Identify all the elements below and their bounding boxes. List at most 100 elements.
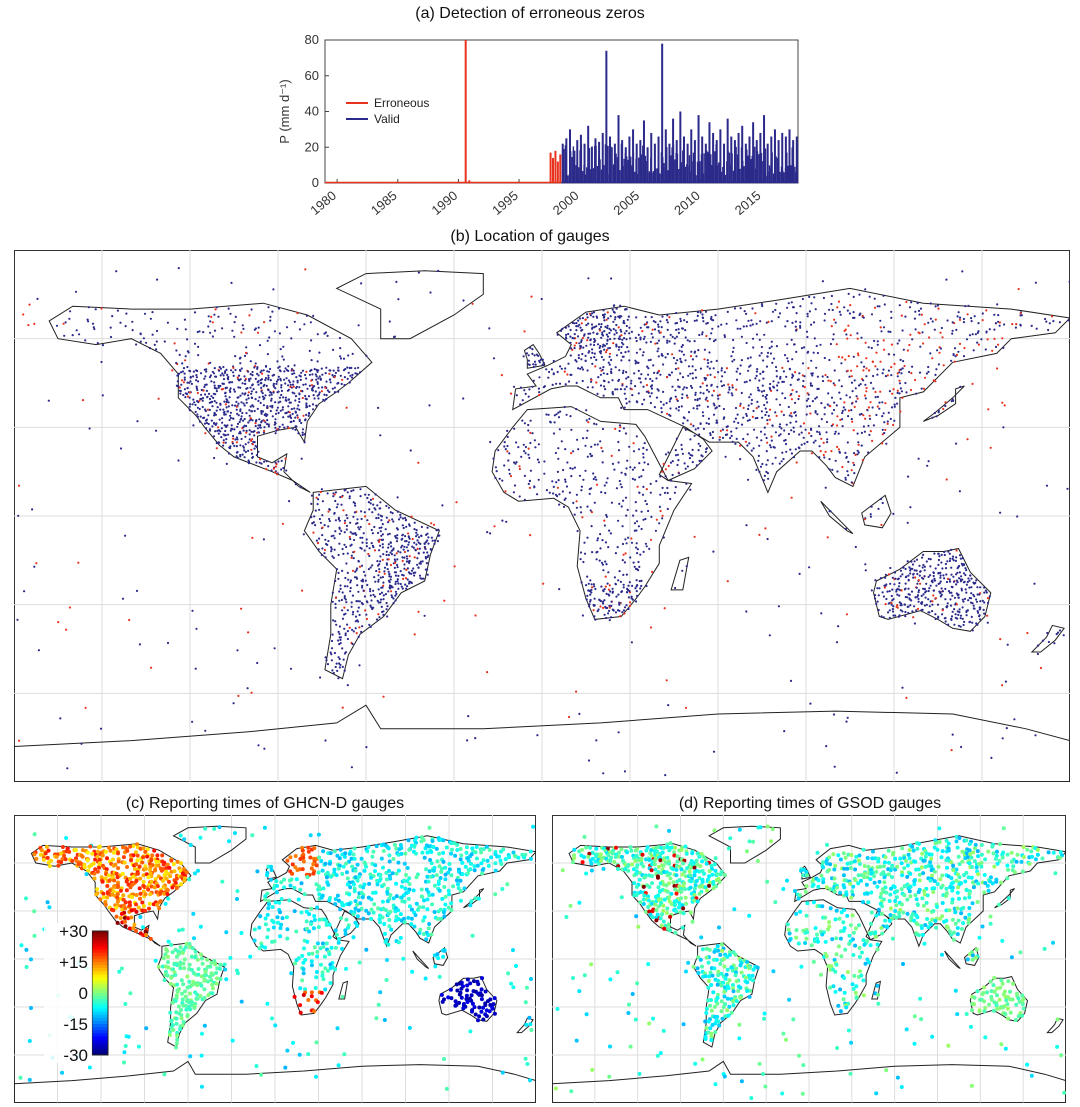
- gauge-dot: [693, 535, 696, 538]
- gauge-dot: [189, 391, 192, 394]
- gauge-dot: [382, 553, 385, 556]
- gauge-dot: [369, 625, 372, 628]
- gauge-dot: [770, 435, 773, 438]
- gauge-dot: [898, 379, 901, 382]
- gauge-dot: [591, 386, 594, 389]
- gauge-dot: [240, 415, 243, 418]
- gauge-dot: [301, 396, 304, 400]
- gauge-dot: [587, 336, 590, 339]
- gauge-dot: [965, 583, 969, 586]
- ghcn-dot: [349, 856, 354, 861]
- gauge-dot: [681, 344, 684, 347]
- gauge-dot: [671, 385, 674, 388]
- gauge-dot: [957, 624, 961, 627]
- gauge-dot: [348, 535, 351, 539]
- gauge-dot: [645, 545, 648, 548]
- gauge-dot: [189, 380, 192, 383]
- gauge-dot: [617, 461, 620, 464]
- gauge-dot: [959, 617, 962, 620]
- gauge-dot: [619, 328, 622, 331]
- gauge-dot: [405, 546, 408, 549]
- gauge-dot: [613, 318, 617, 321]
- gauge-dot: [740, 359, 744, 362]
- gauge-dot: [422, 551, 425, 554]
- gauge-dot: [243, 417, 246, 421]
- gauge-dot: [296, 414, 299, 417]
- gauge-dot: [668, 400, 671, 403]
- gauge-dot: [748, 418, 751, 421]
- gauge-dot: [766, 351, 770, 354]
- gauge-dot: [340, 529, 343, 532]
- gauge-dot: [739, 444, 742, 447]
- gauge-dot: [905, 300, 908, 304]
- gauge-dot: [264, 377, 268, 380]
- gauge-dot: [889, 582, 892, 585]
- gauge-dot: [608, 352, 612, 355]
- gauge-dot: [609, 532, 613, 535]
- gauge-dot: [751, 415, 754, 418]
- gauge-dot: [841, 465, 844, 469]
- gauge-dot: [862, 425, 866, 428]
- gauge-dot: [602, 358, 605, 361]
- gauge-dot: [914, 328, 917, 331]
- gauge-dot: [304, 394, 307, 398]
- ghcn-dot: [306, 849, 311, 854]
- gauge-dot: [582, 560, 585, 564]
- gauge-dot: [860, 361, 863, 364]
- gauge-dot: [182, 381, 185, 384]
- gauge-dot: [949, 604, 953, 607]
- gauge-dot: [281, 423, 284, 426]
- gauge-dot: [697, 349, 700, 352]
- gauge-dot: [416, 563, 419, 566]
- gauge-dot: [408, 582, 411, 585]
- gauge-dot: [599, 600, 603, 603]
- gauge-dot: [314, 509, 317, 512]
- gauge-dot: [869, 513, 872, 516]
- gauge-dot: [615, 343, 618, 346]
- gauge-dot: [1047, 640, 1050, 644]
- gauge-dot: [531, 385, 534, 388]
- gauge-dot: [596, 537, 600, 540]
- gauge-dot: [771, 424, 774, 427]
- gauge-dot: [197, 380, 200, 383]
- gauge-dot: [356, 600, 360, 603]
- gauge-dot: [531, 348, 534, 351]
- gauge-dot: [328, 390, 331, 394]
- gauge-dot: [856, 432, 859, 435]
- gauge-dot: [250, 691, 253, 694]
- gauge-dot: [912, 573, 915, 576]
- gauge-dot: [406, 549, 410, 552]
- gauge-dot: [662, 390, 665, 393]
- gauge-dot: [529, 431, 532, 434]
- gauge-dot: [805, 399, 809, 402]
- gauge-dot: [453, 565, 456, 568]
- gauge-dot: [633, 372, 636, 375]
- gauge-dot: [852, 461, 855, 464]
- gauge-dot: [684, 359, 687, 362]
- gauge-dot: [270, 397, 273, 400]
- gauge-dot: [267, 464, 270, 468]
- gauge-dot: [944, 587, 947, 590]
- gauge-dot: [768, 408, 772, 411]
- gauge-dot: [862, 414, 865, 417]
- gauge-dot: [801, 362, 805, 365]
- gauge-dot: [354, 620, 357, 623]
- gauge-dot: [555, 481, 558, 484]
- gauge-dot: [259, 379, 262, 382]
- gauge-dot: [523, 422, 526, 425]
- gauge-dot: [770, 439, 773, 442]
- gauge-dot: [247, 421, 250, 424]
- gauge-dot: [204, 375, 207, 378]
- gauge-dot: [633, 478, 637, 481]
- gauge-dot: [761, 416, 764, 419]
- gauge-dot: [575, 329, 578, 332]
- gauge-dot: [1003, 323, 1006, 326]
- ghcn-dot: [475, 863, 480, 868]
- gauge-dot: [829, 510, 832, 513]
- gauge-dot: [794, 325, 797, 328]
- gauge-dot: [1067, 319, 1070, 322]
- gauge-dot: [671, 473, 674, 477]
- gauge-dot: [725, 425, 728, 429]
- gauge-dot: [213, 367, 216, 370]
- gauge-dot: [896, 389, 899, 392]
